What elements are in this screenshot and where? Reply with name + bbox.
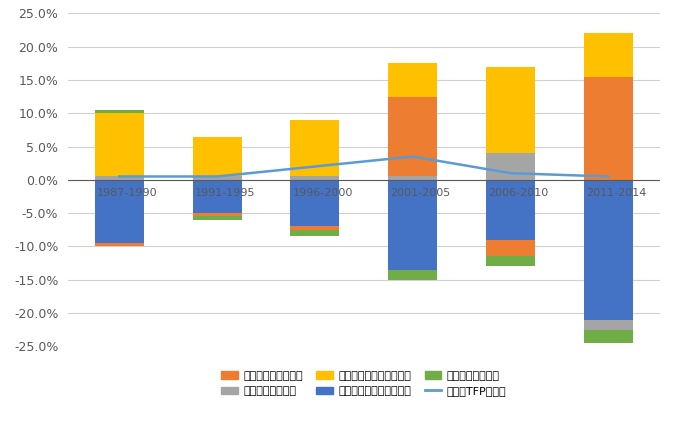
Bar [192,213,241,217]
Bar [486,257,535,266]
Bar [95,243,143,246]
Bar [486,180,535,240]
Bar [486,153,535,180]
Bar [290,180,339,226]
Bar [192,216,241,220]
Bar [584,33,632,76]
Text: 1991-1995: 1991-1995 [194,188,255,198]
Bar [486,240,535,256]
Bar [388,180,437,270]
Bar [192,180,241,213]
Bar [388,176,437,180]
Bar [290,230,339,236]
Bar [584,320,632,329]
Bar [584,76,632,180]
Bar [388,270,437,280]
Text: 2006-2010: 2006-2010 [488,188,548,198]
Text: 2011-2014: 2011-2014 [585,188,646,198]
Bar [290,120,339,176]
Text: 1996-2000: 1996-2000 [292,188,353,198]
Bar [388,63,437,97]
Bar [486,67,535,153]
Bar [192,137,241,176]
Bar [95,113,143,176]
Text: 1987-1990: 1987-1990 [97,188,158,198]
Bar [388,97,437,176]
Bar [584,180,632,320]
Bar [95,180,143,243]
Bar [290,176,339,180]
Legend: 技術的効率性の変化, 配分効率性の変化, 参入企業の相対的効率性, 退出企業の相対的効率性, ヴァラエティ効果, 製造業TFP伸び率: 技術的効率性の変化, 配分効率性の変化, 参入企業の相対的効率性, 退出企業の相… [216,365,512,402]
Bar [290,226,339,230]
Bar [584,329,632,343]
Bar [95,176,143,180]
Text: 2001-2005: 2001-2005 [390,188,450,198]
Bar [192,176,241,180]
Bar [95,110,143,113]
